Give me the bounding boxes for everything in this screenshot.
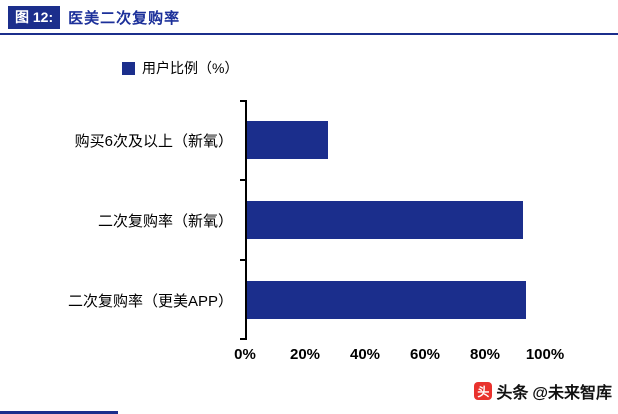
category-label: 购买6次及以上（新氧） — [74, 132, 233, 150]
y-axis-category-labels: 购买6次及以上（新氧） 二次复购率（新氧） 二次复购率（更美APP） — [0, 100, 238, 340]
x-tick-label: 0% — [234, 346, 256, 363]
bar-row — [247, 180, 547, 260]
legend-swatch-icon — [122, 61, 135, 75]
next-section-divider — [0, 411, 118, 414]
y-axis-tick — [240, 179, 245, 181]
x-tick-label: 40% — [349, 346, 381, 363]
bar-二次复购率-更美APP — [247, 281, 526, 319]
x-tick-label: 80% — [469, 346, 501, 363]
category-label: 二次复购率（更美APP） — [67, 292, 233, 310]
y-axis-tick — [240, 259, 245, 261]
x-axis: 0% 20% 40% 60% 80% 100% — [234, 346, 564, 366]
y-axis-tick — [240, 338, 245, 340]
figure-title: 医美二次复购率 — [68, 9, 181, 27]
watermark-source: 头条 — [496, 385, 529, 402]
chart-legend: 用户比例（%） — [122, 58, 238, 78]
bar-二次复购率-新氧 — [247, 201, 523, 239]
toutiao-logo-icon: 头 — [474, 382, 493, 400]
plot-area — [240, 100, 547, 340]
bar-row — [247, 100, 547, 180]
figure-number-tag: 图 12: — [8, 6, 61, 29]
figure-header: 图 12: 医美二次复购率 — [8, 6, 180, 29]
x-tick-label: 60% — [409, 346, 441, 363]
y-axis-tick — [240, 100, 245, 102]
category-label: 二次复购率（新氧） — [97, 212, 233, 230]
x-tick-label: 100% — [525, 346, 565, 363]
legend-label: 用户比例（%） — [142, 60, 239, 76]
bar-row — [247, 260, 547, 340]
header-divider — [0, 33, 618, 35]
bar-购买6次及以上-新氧 — [247, 121, 328, 159]
x-tick-label: 20% — [289, 346, 321, 363]
watermark-handle: @未来智库 — [532, 385, 612, 402]
watermark: 头 头条 @未来智库 — [474, 379, 612, 403]
